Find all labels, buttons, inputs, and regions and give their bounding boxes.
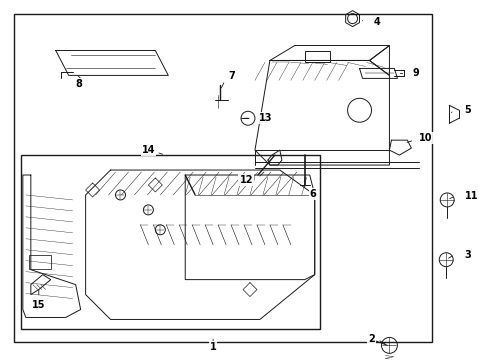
Text: 15: 15 [32,300,45,310]
Bar [14,14,431,342]
Text: 11: 11 [464,191,478,201]
Text: 9: 9 [411,68,418,78]
Text: 4: 4 [373,17,380,27]
Text: 3: 3 [463,250,470,260]
Text: 6: 6 [309,189,316,199]
Polygon shape [185,175,314,280]
Bar [29,255,51,269]
Text: 10: 10 [419,133,432,143]
Text: 8: 8 [75,79,82,89]
Bar [21,155,319,329]
Text: 12: 12 [239,175,252,185]
Text: 1: 1 [209,342,216,352]
Bar [304,50,329,62]
Polygon shape [31,275,51,294]
Text: 5: 5 [463,105,470,115]
Text: 13: 13 [259,113,272,123]
Text: 14: 14 [142,145,155,155]
Text: 7: 7 [227,71,234,81]
Text: 2: 2 [367,334,374,345]
